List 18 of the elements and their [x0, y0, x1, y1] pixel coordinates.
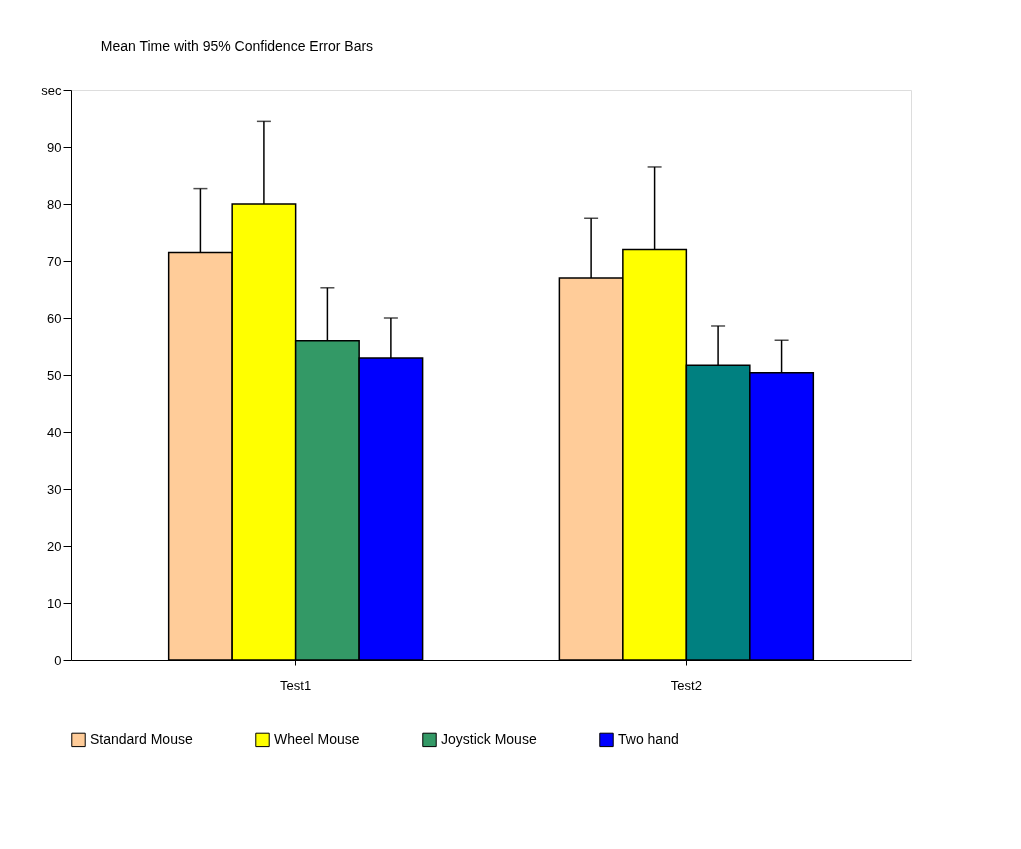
chart-title: Mean Time with 95% Confidence Error Bars: [100, 38, 374, 54]
y-tick-label: sec: [41, 82, 62, 98]
y-tick-label: 0: [54, 652, 62, 668]
y-tick-label: 80: [47, 196, 62, 212]
legend-label: Standard Mouse: [90, 730, 193, 747]
legend-label: Two hand: [618, 730, 679, 747]
y-tick-label: 50: [47, 367, 62, 383]
y-tick-label: 20: [47, 538, 62, 554]
y-tick-label: 40: [47, 424, 62, 440]
y-tick-label: 10: [47, 595, 62, 611]
legend-label: Wheel Mouse: [274, 730, 360, 747]
y-tick-label: 90: [47, 139, 62, 155]
legend-label: Joystick Mouse: [441, 730, 537, 747]
y-tick-label: 70: [47, 253, 62, 269]
x-tick-label: Test1: [280, 677, 312, 693]
x-tick-label: Test2: [670, 677, 702, 693]
y-tick-label: 60: [47, 310, 62, 326]
y-tick-label: 30: [47, 481, 62, 497]
